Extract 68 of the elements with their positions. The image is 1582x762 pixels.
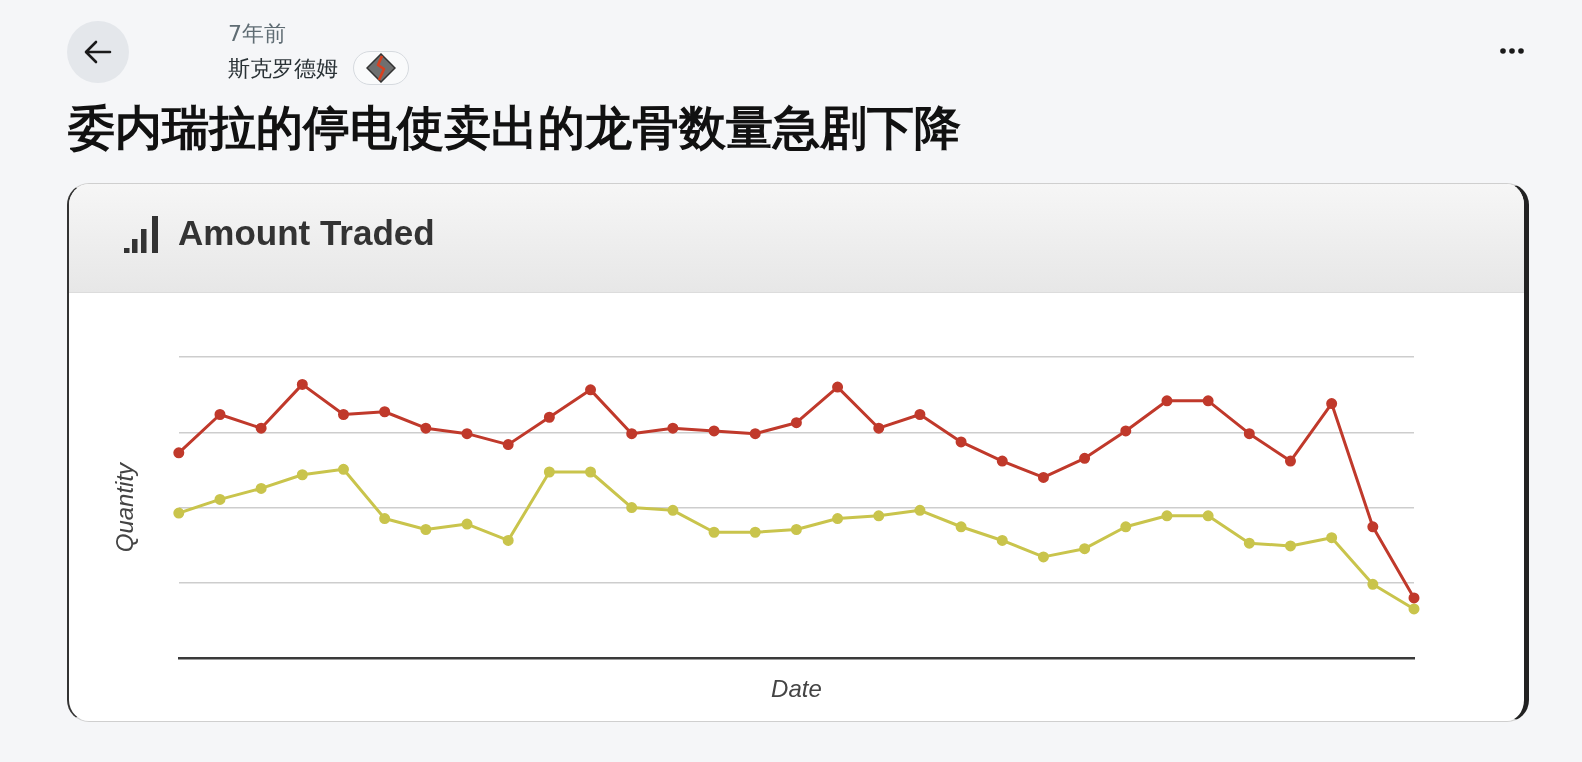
point [626, 502, 638, 514]
point [832, 513, 844, 525]
point [296, 378, 308, 390]
point [790, 524, 802, 536]
point [1243, 537, 1255, 549]
point [667, 422, 679, 434]
point [379, 513, 391, 525]
point [1326, 532, 1338, 544]
point [914, 409, 926, 420]
point [1161, 510, 1173, 522]
point [337, 463, 349, 475]
point [461, 518, 473, 530]
point [379, 406, 391, 418]
point [173, 507, 185, 519]
point [832, 381, 844, 393]
point [1243, 428, 1255, 440]
point [1408, 592, 1420, 604]
point [873, 510, 885, 522]
point [955, 521, 967, 533]
point [337, 409, 349, 420]
point [255, 422, 267, 434]
point [214, 493, 226, 505]
point [296, 469, 308, 481]
chart-subtitle: Amount Traded [178, 212, 435, 254]
point [1161, 395, 1173, 407]
point [461, 428, 473, 440]
point [1079, 543, 1091, 555]
point [749, 526, 761, 538]
point [543, 466, 555, 478]
chart-title: 委内瑞拉的停电使卖出的龙骨数量急剧下降 [68, 99, 961, 157]
point [996, 534, 1008, 546]
point [585, 466, 597, 478]
point [873, 422, 885, 434]
point [1367, 521, 1379, 533]
point [1120, 521, 1132, 533]
point [1120, 425, 1132, 437]
point [749, 428, 761, 440]
point [708, 526, 720, 538]
point [626, 428, 638, 440]
point [255, 482, 267, 494]
text: 斯克罗德姆 [228, 55, 338, 83]
point [1284, 540, 1296, 552]
point [585, 384, 597, 396]
point [1326, 398, 1338, 410]
point [502, 534, 514, 546]
point [996, 455, 1008, 467]
point [1408, 603, 1420, 615]
point [708, 425, 720, 437]
point [914, 504, 926, 516]
point [1202, 395, 1214, 407]
point [173, 447, 185, 459]
text: 7年前 [228, 20, 286, 48]
point [214, 409, 226, 420]
point [1284, 455, 1296, 467]
point [502, 439, 514, 451]
point [955, 436, 967, 448]
point [420, 422, 432, 434]
point [420, 524, 432, 536]
point [1367, 578, 1379, 590]
point [1079, 452, 1091, 464]
point [1037, 551, 1049, 563]
y-axis-title: Quantity [111, 460, 139, 553]
point [543, 411, 555, 423]
point [790, 417, 802, 429]
point [1037, 471, 1049, 483]
point [667, 504, 679, 516]
point [1202, 510, 1214, 522]
x-axis-title: Date [771, 675, 822, 703]
